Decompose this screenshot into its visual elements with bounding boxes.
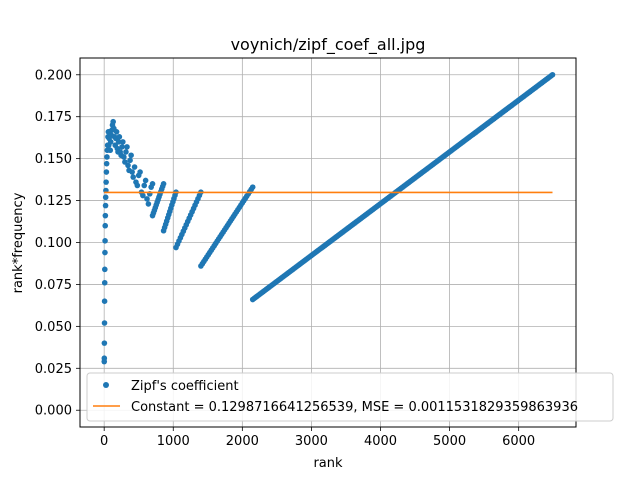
zipf-point xyxy=(140,192,146,199)
zipf-point xyxy=(130,174,136,180)
zipf-point xyxy=(102,222,109,229)
x-tick-label: 2000 xyxy=(226,434,259,449)
zipf-point xyxy=(149,180,156,187)
x-tick-label: 5000 xyxy=(433,434,466,449)
zipf-point xyxy=(107,139,114,145)
chart-title: voynich/zipf_coef_all.jpg xyxy=(231,35,426,55)
zipf-point xyxy=(102,202,109,209)
zipf-point xyxy=(137,169,143,175)
y-tick-label: 0.125 xyxy=(35,194,72,209)
y-tick-label: 0.100 xyxy=(35,236,72,251)
x-tick-label: 0 xyxy=(100,434,108,449)
zipf-point xyxy=(115,139,122,145)
x-tick-label: 1000 xyxy=(157,434,190,449)
y-tick-label: 0.150 xyxy=(35,152,72,167)
zipf-point xyxy=(127,157,133,164)
zipf-point xyxy=(121,154,127,160)
zipf-point xyxy=(102,266,108,273)
zipf-points xyxy=(101,71,556,365)
zipf-point xyxy=(123,149,129,155)
y-tick-label: 0.175 xyxy=(35,110,72,125)
legend-label-zipf: Zipf's coefficient xyxy=(131,379,239,394)
zipf-point xyxy=(102,212,109,219)
series-layer xyxy=(101,71,556,365)
zipf-point xyxy=(102,194,109,201)
zipf-point xyxy=(103,160,110,167)
zipf-point xyxy=(113,129,120,135)
zipf-point xyxy=(102,238,108,244)
zipf-point xyxy=(101,298,108,305)
zipf-point xyxy=(125,162,131,169)
legend-box xyxy=(86,372,614,422)
legend-label-constant: Constant = 0.1298716641256539, MSE = 0.0… xyxy=(131,400,578,415)
zipf-point xyxy=(101,279,108,286)
zipf-point xyxy=(107,147,114,154)
zipf-point xyxy=(129,169,135,175)
zipf-point xyxy=(134,182,141,189)
x-tick-label: 6000 xyxy=(502,434,535,449)
legend: Zipf's coefficient Constant = 0.12987166… xyxy=(86,372,614,422)
zipf-point xyxy=(103,179,109,185)
zipf-point xyxy=(160,180,167,187)
y-tick-label: 0.075 xyxy=(35,278,72,293)
zipf-point xyxy=(128,152,134,159)
y-tick-label: 0.025 xyxy=(35,362,72,377)
zipf-point xyxy=(549,71,556,78)
x-tick-label: 3000 xyxy=(295,434,328,449)
zipf-point xyxy=(142,177,149,184)
zipf-point xyxy=(101,340,108,346)
zipf-point xyxy=(102,249,108,256)
x-tick-label: 4000 xyxy=(364,434,397,449)
zipf-point xyxy=(110,118,116,125)
zipf-point xyxy=(120,139,126,145)
zipf-point xyxy=(104,154,110,160)
zipf-point xyxy=(101,355,108,362)
y-tick-label: 0.050 xyxy=(35,320,72,335)
zipf-point xyxy=(131,164,138,170)
zipf-point xyxy=(124,144,130,150)
x-axis-label: rank xyxy=(313,456,343,471)
y-tick-label: 0.000 xyxy=(35,404,72,419)
zipf-point xyxy=(249,184,256,190)
y-tick-label: 0.200 xyxy=(35,68,72,83)
zipf-point xyxy=(145,201,152,207)
y-axis-label: rank*frequency xyxy=(11,192,26,293)
zipf-point xyxy=(141,182,148,189)
zipf-point xyxy=(116,134,123,140)
legend-marker-zipf xyxy=(103,382,109,388)
zipf-point xyxy=(144,196,150,202)
zipf-point xyxy=(101,320,108,326)
zipf-point xyxy=(119,144,125,150)
axis-ticks: 0 1000 2000 3000 4000 5000 6000 0.000 0.025 0.050… xyxy=(35,68,535,449)
zipf-point xyxy=(103,169,110,175)
